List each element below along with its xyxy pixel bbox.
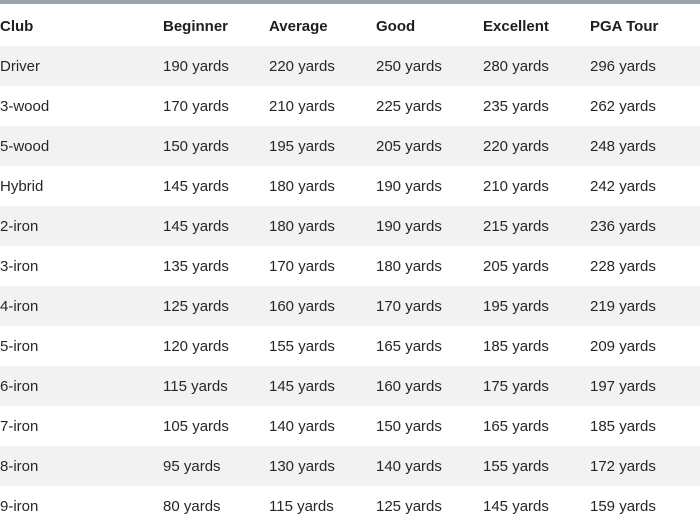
table-row: 3-wood 170 yards 210 yards 225 yards 235 yar… (0, 86, 700, 126)
cell-average: 155 yards (269, 337, 335, 355)
cell-pga-tour: 228 yards (590, 257, 656, 275)
cell-good: 160 yards (376, 377, 442, 395)
table-row: 9-iron 80 yards 115 yards 125 yards 145 yard… (0, 486, 700, 526)
cell-club: 9-iron (0, 497, 39, 515)
cell-club: 3-wood (0, 97, 50, 115)
table-row: 2-iron 145 yards 180 yards 190 yards 215 yar… (0, 206, 700, 246)
cell-pga-tour: 296 yards (590, 57, 656, 75)
header-average: Average (269, 17, 328, 35)
cell-good: 180 yards (376, 257, 442, 275)
cell-beginner: 145 yards (163, 217, 229, 235)
cell-excellent: 145 yards (483, 497, 549, 515)
cell-pga-tour: 236 yards (590, 217, 656, 235)
cell-beginner: 190 yards (163, 57, 229, 75)
cell-excellent: 165 yards (483, 417, 549, 435)
cell-good: 190 yards (376, 177, 442, 195)
cell-club: 8-iron (0, 457, 39, 475)
cell-average: 115 yards (269, 497, 334, 515)
header-beginner: Beginner (163, 17, 229, 35)
cell-good: 205 yards (376, 137, 442, 155)
header-good: Good (376, 17, 416, 35)
cell-average: 180 yards (269, 217, 335, 235)
cell-good: 250 yards (376, 57, 442, 75)
table-row: 8-iron 95 yards 130 yards 140 yards 155 yard… (0, 446, 700, 486)
cell-excellent: 280 yards (483, 57, 549, 75)
table-row: 6-iron 115 yards 145 yards 160 yards 175 yar… (0, 366, 700, 406)
cell-average: 160 yards (269, 297, 335, 315)
cell-club: 6-iron (0, 377, 39, 395)
cell-club: Driver (0, 57, 40, 75)
cell-average: 180 yards (269, 177, 335, 195)
cell-pga-tour: 197 yards (590, 377, 656, 395)
cell-pga-tour: 242 yards (590, 177, 656, 195)
cell-pga-tour: 172 yards (590, 457, 656, 475)
table-row: Hybrid 145 yards 180 yards 190 yards 210 yar… (0, 166, 700, 206)
cell-beginner: 135 yards (163, 257, 229, 275)
cell-club: Hybrid (0, 177, 44, 195)
cell-average: 145 yards (269, 377, 335, 395)
cell-club: 2-iron (0, 217, 39, 235)
cell-pga-tour: 159 yards (590, 497, 656, 515)
cell-excellent: 235 yards (483, 97, 549, 115)
table-row: 5-wood 150 yards 195 yards 205 yards 220 yar… (0, 126, 700, 166)
cell-beginner: 170 yards (163, 97, 229, 115)
cell-club: 4-iron (0, 297, 39, 315)
cell-beginner: 80 yards (163, 497, 221, 515)
cell-good: 170 yards (376, 297, 442, 315)
cell-pga-tour: 185 yards (590, 417, 656, 435)
table-row: Driver 190 yards 220 yards 250 yards 280 yar… (0, 46, 700, 86)
cell-beginner: 105 yards (163, 417, 229, 435)
cell-beginner: 145 yards (163, 177, 229, 195)
cell-good: 150 yards (376, 417, 442, 435)
cell-average: 130 yards (269, 457, 335, 475)
cell-club: 5-iron (0, 337, 39, 355)
header-club: Club (0, 17, 34, 35)
cell-good: 225 yards (376, 97, 442, 115)
header-excellent: Excellent (483, 17, 549, 35)
header-pga-tour: PGA Tour (590, 17, 659, 35)
cell-beginner: 115 yards (163, 377, 228, 395)
cell-excellent: 195 yards (483, 297, 549, 315)
cell-beginner: 125 yards (163, 297, 229, 315)
cell-average: 195 yards (269, 137, 335, 155)
cell-average: 140 yards (269, 417, 335, 435)
cell-excellent: 185 yards (483, 337, 549, 355)
table-row: 4-iron 125 yards 160 yards 170 yards 195 yar… (0, 286, 700, 326)
table-row: 7-iron 105 yards 140 yards 150 yards 165 yar… (0, 406, 700, 446)
table-row: 5-iron 120 yards 155 yards 165 yards 185 yar… (0, 326, 700, 366)
cell-good: 140 yards (376, 457, 442, 475)
table-body: Driver 190 yards 220 yards 250 yards 280 yar… (0, 46, 700, 526)
cell-pga-tour: 248 yards (590, 137, 656, 155)
cell-excellent: 175 yards (483, 377, 549, 395)
top-divider (0, 0, 700, 4)
cell-beginner: 150 yards (163, 137, 229, 155)
cell-pga-tour: 219 yards (590, 297, 656, 315)
cell-good: 125 yards (376, 497, 442, 515)
cell-club: 3-iron (0, 257, 39, 275)
table-row: 3-iron 135 yards 170 yards 180 yards 205 yar… (0, 246, 700, 286)
cell-excellent: 155 yards (483, 457, 549, 475)
cell-excellent: 210 yards (483, 177, 549, 195)
cell-excellent: 220 yards (483, 137, 549, 155)
cell-excellent: 215 yards (483, 217, 549, 235)
cell-good: 165 yards (376, 337, 442, 355)
cell-average: 210 yards (269, 97, 335, 115)
cell-good: 190 yards (376, 217, 442, 235)
cell-average: 170 yards (269, 257, 335, 275)
cell-beginner: 120 yards (163, 337, 229, 355)
header-row: Club Beginner Average Good Excellent PGA… (0, 6, 700, 46)
cell-club: 7-iron (0, 417, 39, 435)
cell-pga-tour: 209 yards (590, 337, 656, 355)
cell-club: 5-wood (0, 137, 50, 155)
cell-excellent: 205 yards (483, 257, 549, 275)
club-distance-table: Club Beginner Average Good Excellent PGA… (0, 6, 700, 526)
cell-average: 220 yards (269, 57, 335, 75)
cell-pga-tour: 262 yards (590, 97, 656, 115)
cell-beginner: 95 yards (163, 457, 221, 475)
